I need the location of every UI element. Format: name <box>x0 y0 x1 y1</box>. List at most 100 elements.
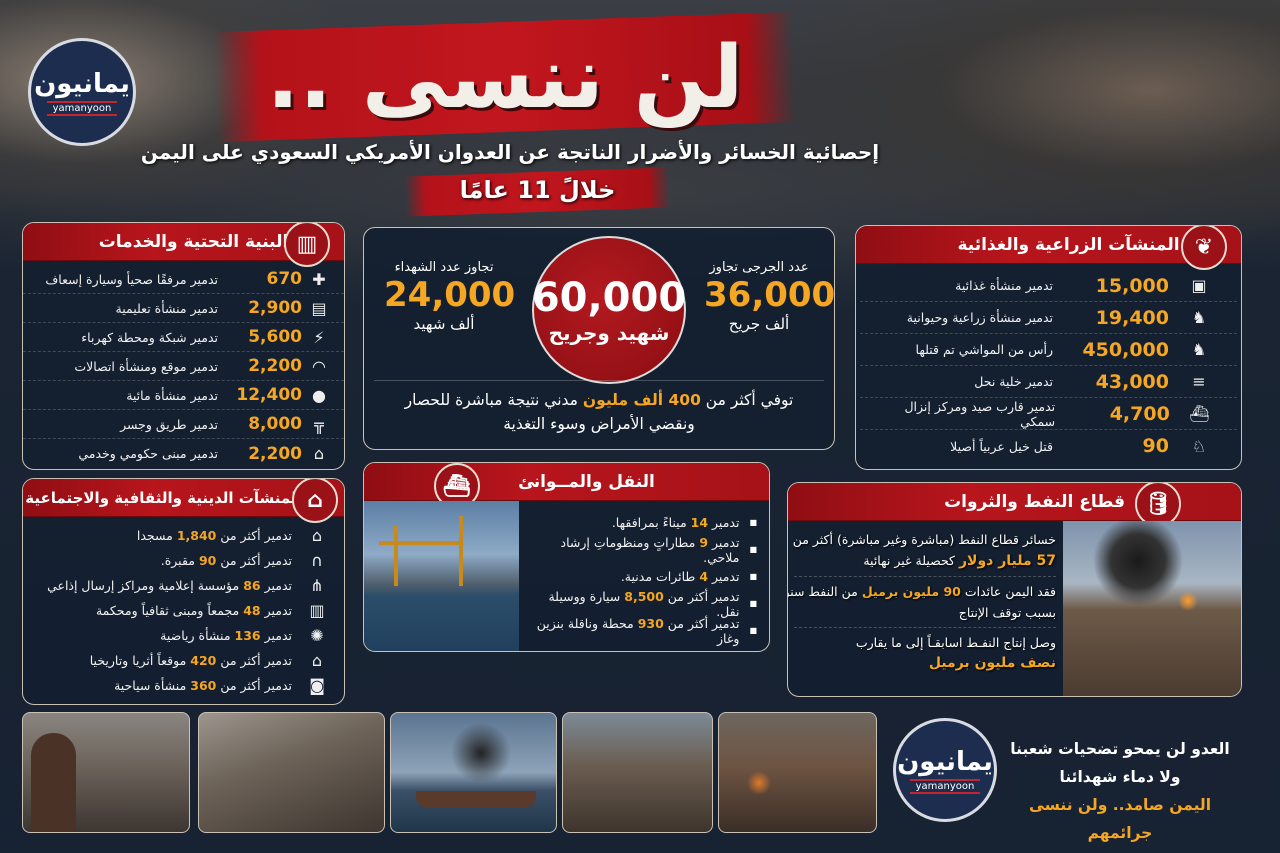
text: تدمير أكثر من <box>220 653 292 668</box>
agriculture-panel: المنشآت الزراعية والغذائية ❦ ▣ 15,000 تدمي… <box>855 225 1242 470</box>
camera-icon: ◙ <box>309 676 325 695</box>
book-icon: ▤ <box>311 298 327 318</box>
row-text: تدمير أكثر من 930 محطة وناقلة بنزين وغاز <box>524 615 740 646</box>
infrastructure-panel: البنية التحتية والخدمات ▥ ✚ 670 تدمير مرفق… <box>22 222 345 470</box>
list-item: ✺ تدمير 136 منشأة رياضية <box>33 623 334 648</box>
bullet-icon: ■ <box>749 626 757 635</box>
bullet-icon: ■ <box>749 518 757 527</box>
museum-icon: ⌂ <box>311 651 323 670</box>
row-value: 48 <box>243 603 261 618</box>
wifi-icon: ◠ <box>312 356 326 376</box>
wheat-icon: ❦ <box>1181 226 1227 270</box>
text: كحصيلة غير نهائية <box>863 553 955 568</box>
list-item: ◙ تدمير أكثر من 360 منشأة سياحية <box>33 673 334 698</box>
buildings-icon: ▥ <box>309 601 325 620</box>
panel-title: المنشآت الزراعية والغذائية <box>957 234 1180 255</box>
list-item: ■ تدمير أكثر من 8,500 سيارة ووسيلة نقل. <box>524 589 757 619</box>
table-row: ◠ 2,200 تدمير موقع ومنشأة اتصالات <box>23 352 344 381</box>
cow-icon: ♞ <box>1191 340 1207 359</box>
row-value: 1,840 <box>176 528 217 543</box>
text: بسبب توقف الإنتاج <box>958 605 1056 620</box>
text: سيارة ووسيلة نقل. <box>548 588 740 619</box>
row-value: 2,200 <box>248 356 302 376</box>
logo-english: yamanyoon <box>909 778 981 794</box>
siege-value: 400 ألف مليون <box>582 391 701 409</box>
casualties-panel: عدد الجرجى تجاوز 36,000 ألف جريح 60,000 … <box>363 227 835 450</box>
text: ميناءً بمرافقها. <box>611 515 687 530</box>
row-value: 4,700 <box>1109 402 1170 425</box>
ambulance-icon: ✚ <box>312 269 326 289</box>
text: من النفط سنوياً <box>788 584 858 599</box>
text: تدمير أكثر من <box>220 553 292 568</box>
text: مؤسسة إعلامية ومراكز إرسال إذاعي <box>47 578 240 593</box>
panel-title: قطاع النفط والثروات <box>944 491 1125 512</box>
text: تدمير أكثر من <box>220 678 292 693</box>
lightning-icon: ⚡ <box>313 327 325 347</box>
row-value: 8,500 <box>624 588 664 604</box>
text: مقبرة. <box>160 553 195 568</box>
row-value: 12,400 <box>236 385 302 405</box>
table-row: ✚ 670 تدمير مرفقًا صحيأ وسيارة إسعاف <box>23 265 344 294</box>
row-label: تدمير موقع ومنشأة اتصالات <box>74 358 218 374</box>
row-label: تدمير قارب صيد ومركز إنزال سمكي <box>904 398 1056 429</box>
table-row: ╦ 8,000 تدمير طريق وجسر <box>23 410 344 439</box>
martyrs-unit: ألف شهيد <box>413 315 475 333</box>
transport-panel: النقل والمــوانئ ⛴ ■ تدمير 14 ميناءً بمرا… <box>363 462 770 652</box>
logo-arabic: يمانيون <box>897 746 993 777</box>
oil-revenue-value: 90 مليون برميل <box>861 584 961 599</box>
mosque-icon: ⌂ <box>292 479 338 523</box>
port-cranes-image <box>364 501 519 651</box>
bullet-icon: ■ <box>749 545 757 554</box>
text: منشأة سياحية <box>114 678 187 693</box>
antenna-icon: ⋔ <box>310 576 324 595</box>
row-text: تدمير 86 مؤسسة إعلامية ومراكز إرسال إذاع… <box>47 578 292 593</box>
row-value: 8,000 <box>248 414 302 434</box>
row-value: 4 <box>699 569 709 584</box>
text: تدمير <box>264 603 292 618</box>
text: تدمير <box>264 578 292 593</box>
text: تدمير <box>712 515 740 530</box>
table-row: ⛴ 4,700 تدمير قارب صيد ومركز إنزال سمكي <box>860 398 1237 430</box>
text: ونقضي الأمراض وسوء التغذية <box>503 415 695 433</box>
row-label: تدمير منشأة مائية <box>126 387 218 403</box>
logo-english: yamanyoon <box>46 100 118 116</box>
water-drop-icon: ● <box>312 385 326 405</box>
beehive-icon: ≡ <box>1192 372 1206 391</box>
oil-production-value: نصف مليون برميل <box>928 655 1056 671</box>
list-item: ▥ تدمير 48 مجمعاً ومبنى ثقافياً ومحكمة <box>33 598 334 623</box>
destroyed-building-photo <box>198 712 385 833</box>
row-text: تدمير 136 منشأة رياضية <box>160 628 292 643</box>
list-item: ■ تدمير 9 مطاراتٍ ومنظوماتِ إرشاد ملاحي. <box>524 535 757 565</box>
text: توفي أكثر من <box>705 391 794 409</box>
row-value: 43,000 <box>1095 370 1169 393</box>
row-label: تدمير مبنى حكومي وخدمي <box>78 446 218 461</box>
religious-cultural-panel: المنشآت الدينية والثقافية والاجتماعية ⌂ … <box>22 478 345 705</box>
row-label: تدمير منشأة زراعية وحيوانية <box>906 310 1053 325</box>
list-item: ■ تدمير أكثر من 930 محطة وناقلة بنزين وغا… <box>524 615 757 646</box>
oil-panel: قطاع النفط والثروات 🛢 خسائر قطاع النفط (… <box>787 482 1242 697</box>
text: تدمير أكثر من <box>667 615 740 631</box>
list-item: ⌂ تدمير أكثر من 420 موقعاً أثريا وتاريخيا <box>33 648 334 673</box>
row-value: 136 <box>234 628 261 643</box>
oil-revenue-text: فقد اليمن عائدات 90 مليون برميل من النفط… <box>788 576 1056 623</box>
destroyed-bridge-photo <box>562 712 713 833</box>
burning-ruins-photo <box>718 712 877 833</box>
row-text: تدمير أكثر من 8,500 سيارة ووسيلة نقل. <box>524 589 739 619</box>
text: مجمعاً ومبنى ثقافياً ومحكمة <box>95 603 240 618</box>
row-value: 360 <box>190 678 217 693</box>
buildings-icon: ▥ <box>284 223 330 267</box>
page-subtitle: إحصائية الخسائر والأضرار الناتجة عن العد… <box>140 140 880 164</box>
table-row: ♞ 19,400 تدمير منشأة زراعية وحيوانية <box>860 302 1237 334</box>
table-row: ▣ 15,000 تدمير منشأة غذائية <box>860 270 1237 302</box>
row-value: 90 <box>1142 435 1169 457</box>
list-item: ■ تدمير 4 طائرات مدنية. <box>524 563 757 590</box>
row-text: تدمير 14 ميناءً بمرافقها. <box>612 515 740 530</box>
yamanyoon-logo-footer: يمانيون yamanyoon <box>893 718 997 822</box>
row-label: تدمير طريق وجسر <box>120 416 218 432</box>
footer-message: العدو لن يمحو تضحيات شعبنا ولا دماء شهدا… <box>1000 735 1240 847</box>
table-row: ▤ 2,900 تدمير منشأة تعليمية <box>23 294 344 323</box>
tombstone-icon: ∩ <box>311 551 323 570</box>
wounded-value: 36,000 <box>704 275 835 315</box>
table-row: ⚡ 5,600 تدمير شبكة ومحطة كهرباء <box>23 323 344 352</box>
list-item: ∩ تدمير أكثر من 90 مقبرة. <box>33 548 334 573</box>
